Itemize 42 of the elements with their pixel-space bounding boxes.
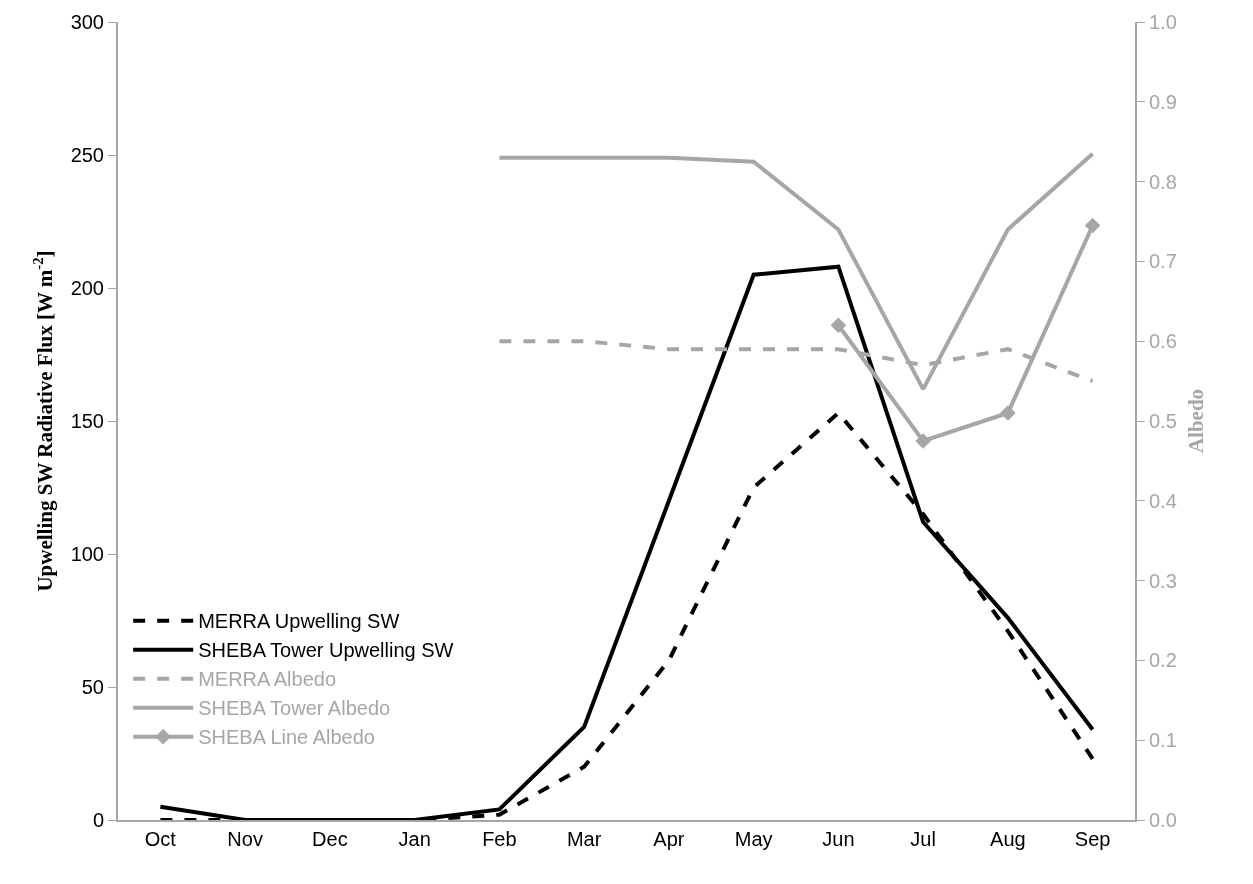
x-tick-label: Feb <box>482 828 517 850</box>
y2-tick-label: 0.0 <box>1149 809 1177 831</box>
x-tick-label: May <box>734 828 773 850</box>
x-tick-label: Aug <box>990 828 1026 850</box>
point <box>1000 405 1016 421</box>
legend-label: MERRA Albedo <box>198 668 337 691</box>
legend-label: SHEBA Tower Upwelling SW <box>198 639 454 662</box>
legend-label: SHEBA Tower Albedo <box>198 697 391 720</box>
line-series <box>497 151 1095 392</box>
y-tick-label: 0 <box>92 809 104 831</box>
y-tick-label: 250 <box>70 144 104 166</box>
y2-tick-label: 0.9 <box>1149 90 1177 113</box>
y2-tick-label: 0.4 <box>1149 489 1177 512</box>
x-tick-label: Oct <box>144 828 177 850</box>
legend-label: MERRA Upwelling SW <box>198 610 400 633</box>
x-tick-label: Jul <box>910 828 936 850</box>
line-series <box>158 264 1095 820</box>
y2-tick-label: 0.6 <box>1149 330 1177 353</box>
point <box>915 433 931 449</box>
y-tick-label: 200 <box>70 277 104 299</box>
y-tick-label: 100 <box>70 543 104 565</box>
y2-tick-label: 1.0 <box>1149 11 1177 33</box>
y2-tick-label: 0.8 <box>1149 170 1177 193</box>
y2-tick-label: 0.2 <box>1149 649 1177 672</box>
y-tick-label: 150 <box>70 410 104 432</box>
point <box>830 317 847 334</box>
legend-label: SHEBA Line Albedo <box>198 726 375 749</box>
point <box>1084 217 1101 234</box>
y-tick-label: 50 <box>81 676 104 698</box>
x-tick-label: Dec <box>312 828 348 850</box>
y2-tick-label: 0.5 <box>1149 410 1177 432</box>
y-tick-label: 300 <box>70 11 104 33</box>
x-tick-label: Jun <box>822 828 855 850</box>
y2-axis-title: Albedo <box>1183 388 1208 454</box>
x-tick-label: Apr <box>653 828 685 850</box>
y2-tick-label: 0.1 <box>1149 729 1177 752</box>
x-tick-label: Sep <box>1074 828 1111 850</box>
y2-tick-label: 0.7 <box>1149 250 1177 273</box>
y2-tick-label: 0.3 <box>1149 569 1177 592</box>
x-tick-label: Nov <box>227 828 263 850</box>
x-tick-label: Mar <box>566 828 602 850</box>
x-tick-label: Jan <box>398 828 431 850</box>
